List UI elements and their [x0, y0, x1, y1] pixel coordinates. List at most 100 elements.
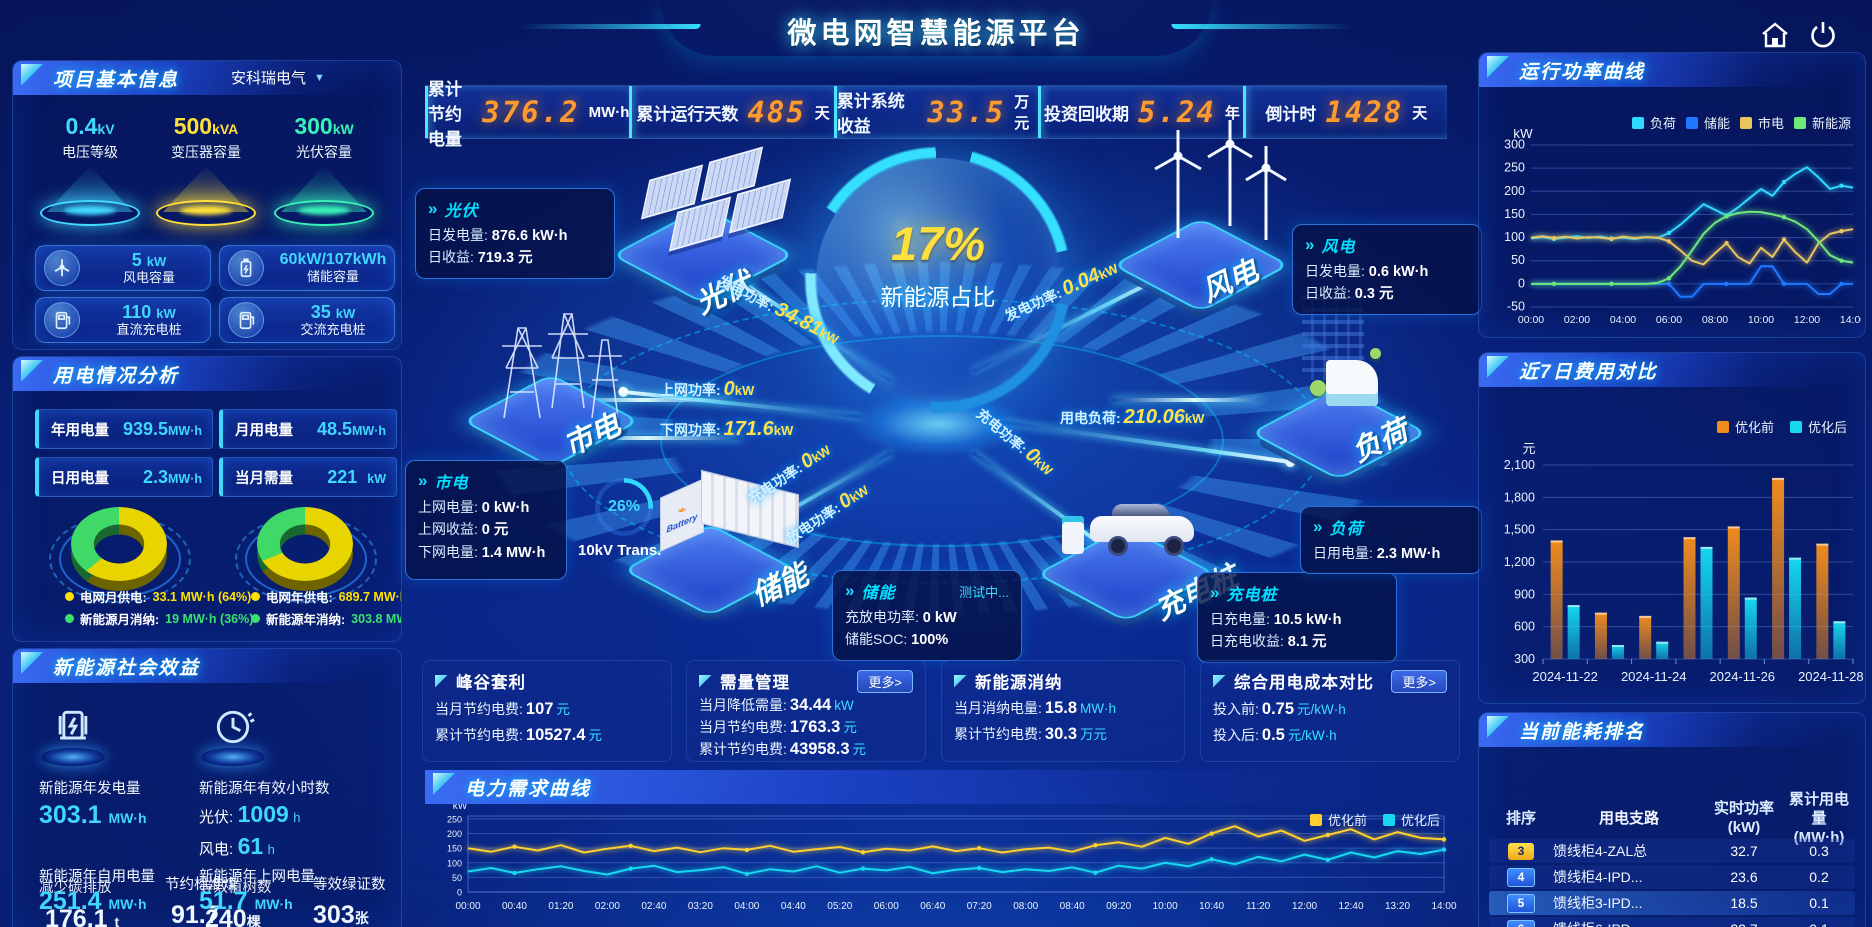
stat-month-demand: 当月需量 221 kW: [219, 457, 397, 497]
donut-month-chart: [49, 507, 191, 603]
load-beam: [1112, 398, 1262, 402]
panel-corner-icon: [1487, 56, 1509, 78]
panel-title: 当前能耗排名: [1519, 721, 1646, 743]
svg-text:12:40: 12:40: [1339, 901, 1364, 912]
panel-corner-icon: [21, 360, 43, 382]
legend-item[interactable]: 市电: [1739, 113, 1784, 132]
svg-text:150: 150: [1504, 207, 1525, 221]
legend-chip-icon: [1739, 116, 1752, 129]
legend-item[interactable]: 优化前: [1716, 417, 1774, 436]
transformer-label: 10kV Trans.: [578, 542, 662, 559]
stat-month-usage: 月用电量 48.5MW·h: [219, 409, 397, 449]
svg-text:10:00: 10:00: [1748, 314, 1774, 326]
svg-text:04:00: 04:00: [734, 901, 759, 912]
gen-label: 新能源年发电量: [39, 781, 141, 797]
rank-badge: 6: [1507, 919, 1535, 927]
svg-text:12:00: 12:00: [1794, 314, 1820, 326]
panel-project-info: 项目基本信息 安科瑞电气 ▼ 0.4kV 电压等级 500kVA 变压器容量 30…: [12, 60, 402, 350]
svg-text:2024-11-24: 2024-11-24: [1621, 669, 1687, 684]
power-icon[interactable]: [1806, 18, 1840, 52]
panel-title: 电力需求曲线: [465, 778, 592, 800]
table-row[interactable]: 5 馈线柜3-IPD... 18.5 0.1: [1489, 891, 1855, 915]
svg-text:2,100: 2,100: [1504, 458, 1535, 472]
legend-chip-icon: [1309, 813, 1322, 826]
charger-info-box: » 充电桩 日充电量: 10.5 kW·h 日充电收益: 8.1 元: [1197, 572, 1397, 663]
grid-export-beam: [532, 436, 742, 440]
stat-day-usage: 日用电量 2.3MW·h: [35, 457, 213, 497]
svg-text:10:00: 10:00: [1153, 901, 1178, 912]
legend-item[interactable]: 新能源: [1793, 113, 1851, 132]
table-row[interactable]: 6 馈线柜6-IPD 22.7 0.1: [1489, 917, 1855, 927]
legend-item[interactable]: 储能: [1685, 113, 1730, 132]
title-backdrop: [660, 0, 1212, 56]
svg-text:50: 50: [1511, 253, 1525, 267]
wind-turbines-icon: [1128, 118, 1298, 268]
transmission-towers-icon: [474, 288, 634, 428]
svg-text:03:20: 03:20: [688, 901, 713, 912]
card-renewable-absorb: 新能源消纳 当月消纳电量: 15.8 MW·h 累计节约电费: 30.3 万元: [941, 660, 1185, 762]
chevrons-icon: »: [1210, 583, 1220, 602]
svg-text:11:20: 11:20: [1246, 901, 1271, 912]
rank-badge: 4: [1507, 867, 1535, 887]
stat-year-usage: 年用电量 939.5MW·h: [35, 409, 213, 449]
legend-grid-month: 电网月供电: 33.1 MW·h (64%): [65, 587, 251, 606]
svg-text:250: 250: [447, 814, 462, 824]
grid-info-box: » 市电 上网电量: 0 kW·h 上网收益: 0 元 下网电量: 1.4 MW·…: [405, 460, 567, 580]
rank-badge: 3: [1508, 842, 1534, 860]
flag-icon: [699, 674, 712, 688]
svg-text:0: 0: [457, 888, 462, 898]
svg-text:00:00: 00:00: [455, 901, 480, 912]
legend-chip-icon: [1789, 420, 1802, 433]
flag-icon: [1213, 674, 1226, 688]
generation-icon: [35, 705, 111, 766]
cost-compare-chart: 2,100 1,800 1,500 1,200 900 600 300 元 2024-11-22…: [1481, 397, 1864, 698]
more-button[interactable]: 更多>: [857, 669, 913, 693]
legend-chip-icon: [1793, 116, 1806, 129]
svg-text:01:20: 01:20: [548, 901, 573, 912]
stat-ac-charger: 35 kW 交流充电桩: [219, 297, 395, 343]
panel-energy-ranking: 当前能耗排名 排序 用电支路 实时功率 (kW) 累计用电量 (MW·h) 3 馈线…: [1478, 712, 1866, 927]
table-row[interactable]: 4 馈线柜4-IPD... 23.6 0.2: [1489, 865, 1855, 889]
capacity-voltage: 0.4kV 电压等级: [31, 113, 149, 226]
legend-renewable-month: 新能源月消纳: 19 MW·h (36%): [65, 609, 253, 628]
load-info-box: » 负荷 日用电量: 2.3 MW·h: [1300, 506, 1482, 575]
stat-storage-capacity: 60kW/107kWh 储能容量: [219, 245, 395, 291]
coal-label: 节约标准煤: [165, 877, 238, 893]
chevrons-icon: »: [428, 199, 438, 218]
svg-text:0: 0: [1518, 276, 1525, 290]
panel-usage-analysis: 用电情况分析 年用电量 939.5MW·h 月用电量 48.5MW·h 日用电量 2.…: [12, 356, 402, 642]
co2-label: 减少碳排放: [39, 880, 112, 896]
legend-item[interactable]: 负荷: [1631, 113, 1676, 132]
company-select[interactable]: 安科瑞电气 ▼: [231, 70, 325, 87]
storage-status: 测试中...: [959, 584, 1009, 600]
legend-item[interactable]: 优化后: [1789, 417, 1847, 436]
svg-text:50: 50: [452, 873, 462, 883]
svg-text:13:20: 13:20: [1385, 901, 1410, 912]
legend-grid-year: 电网年供电:689.7 MW·h (69%): [251, 587, 401, 606]
panel-title: 新能源社会效益: [53, 657, 201, 679]
svg-text:02:40: 02:40: [641, 901, 666, 912]
svg-text:元: 元: [1522, 441, 1535, 456]
hours-label: 新能源年有效小时数: [199, 781, 330, 797]
flow-export: 上网功率: 0kW: [660, 378, 755, 400]
chevrons-icon: »: [1305, 235, 1315, 254]
svg-text:14:00: 14:00: [1840, 314, 1861, 326]
svg-text:06:00: 06:00: [1656, 314, 1682, 326]
svg-text:250: 250: [1504, 161, 1525, 175]
card-cost-compare: 综合用电成本对比 更多> 投入前: 0.75 元/kW·h 投入后: 0.5 元/kW·h: [1200, 660, 1460, 762]
more-button[interactable]: 更多>: [1391, 669, 1447, 693]
svg-text:08:00: 08:00: [1013, 901, 1038, 912]
svg-text:2024-11-28: 2024-11-28: [1798, 669, 1863, 684]
kpi-run-days: 累计运行天数 485 天: [629, 86, 833, 138]
legend-item[interactable]: 优化前: [1309, 810, 1367, 829]
svg-text:04:40: 04:40: [781, 901, 806, 912]
svg-text:1,200: 1,200: [1504, 555, 1535, 569]
panel-title: 项目基本信息: [53, 69, 180, 91]
svg-text:10:40: 10:40: [1199, 901, 1224, 912]
legend-item[interactable]: 优化后: [1382, 810, 1440, 829]
run-chart-legend: 负荷 储能 市电 新能源: [1631, 113, 1851, 132]
home-icon[interactable]: [1758, 18, 1792, 52]
svg-text:00:40: 00:40: [502, 901, 527, 912]
table-row[interactable]: 3 馈线柜4-ZAL总 32.7 0.3: [1489, 839, 1855, 863]
panel-cost-compare: 近7日费用对比 优化前 优化后 2,100 1,800 1,500 1,200 900 60…: [1478, 352, 1866, 704]
